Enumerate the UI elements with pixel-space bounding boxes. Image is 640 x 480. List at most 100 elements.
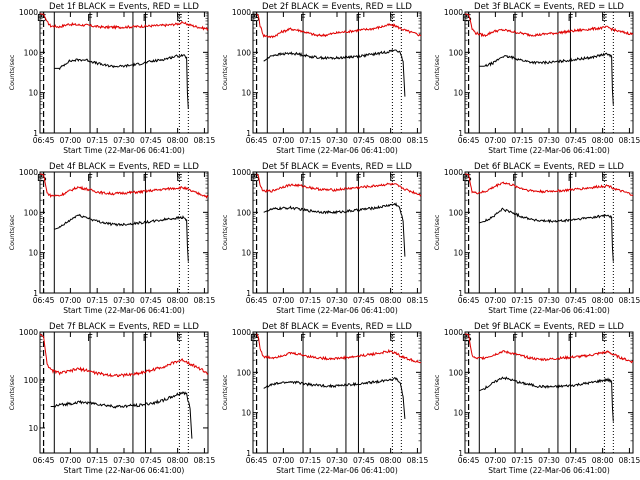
panel-2: Det 2f BLACK = Events, RED = LLD 1 10 100 10…: [221, 2, 428, 155]
chart-title: Det 6f BLACK = Events, RED = LLD: [474, 162, 624, 172]
x-axis-label: Start Time (22-Mar-06 06:41:00): [276, 306, 398, 315]
panel-4: Det 4f BLACK = Events, RED = LLD 1 10 100 10…: [8, 162, 215, 315]
x-tick-label: 07:00: [60, 136, 82, 145]
marker-label: S: [40, 13, 46, 24]
marker-label: E: [176, 333, 182, 344]
x-tick-label: 07:00: [485, 136, 507, 145]
x-tick-label: 07:00: [60, 456, 82, 465]
marker-label: E: [37, 173, 43, 184]
y-tick-label: 1: [33, 129, 38, 138]
x-tick-label: 07:00: [273, 456, 295, 465]
marker-label: F: [512, 173, 518, 184]
marker-label: E: [389, 13, 395, 24]
y-tick-label: 10: [241, 409, 251, 418]
y-tick-label: 1000: [444, 168, 463, 177]
marker-label: E: [601, 333, 607, 344]
x-tick-label: 07:15: [299, 456, 321, 465]
events-rate-line: [263, 377, 406, 419]
y-tick-label: 1000: [19, 168, 38, 177]
chart-title: Det 5f BLACK = Events, RED = LLD: [262, 162, 412, 172]
marker-label: E: [389, 173, 395, 184]
marker-label: F: [512, 333, 518, 344]
y-tick-label: 100: [449, 208, 464, 217]
y-axis-label: Counts/sec: [8, 374, 16, 410]
y-tick-label: 10: [28, 89, 38, 98]
y-tick-label: 1: [458, 129, 463, 138]
lld-rate-line: [256, 13, 422, 39]
x-tick-label: 07:15: [511, 296, 533, 305]
marker-label: E: [601, 173, 607, 184]
x-tick-label: 07:45: [565, 456, 587, 465]
x-tick-label: 07:00: [273, 136, 295, 145]
chart-title: Det 7f BLACK = Events, RED = LLD: [49, 322, 199, 332]
marker-label: F: [300, 333, 306, 344]
lld-rate-line: [464, 333, 634, 364]
plot-frame: [464, 331, 634, 454]
x-tick-label: 08:15: [194, 456, 216, 465]
marker-label: S: [253, 173, 259, 184]
panel-7: Det 7f BLACK = Events, RED = LLD 10 100 100…: [8, 322, 215, 475]
x-tick-label: 08:15: [407, 136, 429, 145]
lld-rate-line: [464, 173, 634, 196]
x-tick-label: 07:45: [140, 456, 162, 465]
marker-label: F: [568, 173, 574, 184]
marker-label: F: [512, 13, 518, 24]
x-tick-label: 08:00: [592, 456, 614, 465]
events-rate-line: [479, 376, 614, 422]
x-tick-label: 07:45: [140, 296, 162, 305]
marker-label: S: [253, 333, 259, 344]
x-tick-label: 07:45: [353, 296, 375, 305]
x-tick-label: 06:45: [246, 296, 268, 305]
y-tick-label: 1000: [19, 8, 38, 17]
chart-title: Det 4f BLACK = Events, RED = LLD: [49, 162, 199, 172]
y-tick-label: 1000: [19, 328, 38, 337]
x-tick-label: 07:00: [273, 296, 295, 305]
lld-rate-line: [39, 173, 209, 199]
x-tick-label: 07:00: [485, 456, 507, 465]
marker-label: S: [465, 173, 471, 184]
panel-3: Det 3f BLACK = Events, RED = LLD 1 10 100 10…: [433, 2, 640, 155]
panel-8: Det 8f BLACK = Events, RED = LLD 1 10 100 10…: [221, 322, 428, 475]
y-tick-label: 1: [458, 289, 463, 298]
x-tick-label: 07:00: [60, 296, 82, 305]
marker-label: E: [37, 13, 43, 24]
x-tick-label: 07:30: [113, 456, 135, 465]
x-tick-label: 07:30: [538, 136, 560, 145]
y-tick-label: 10: [241, 249, 251, 258]
lld-rate-line: [256, 333, 422, 364]
x-tick-label: 06:45: [33, 136, 55, 145]
x-axis-label: Start Time (22-Mar-06 06:41:00): [276, 146, 398, 155]
marker-label: F: [143, 13, 149, 24]
y-tick-label: 1: [246, 129, 251, 138]
x-tick-label: 07:15: [86, 456, 108, 465]
x-tick-label: 08:00: [380, 456, 402, 465]
x-tick-label: 07:45: [140, 136, 162, 145]
marker-label: S: [465, 13, 471, 24]
y-tick-label: 100: [237, 208, 252, 217]
marker-label: F: [300, 13, 306, 24]
marker-label: F: [143, 173, 149, 184]
lld-rate-line: [39, 333, 209, 378]
x-tick-label: 07:30: [538, 296, 560, 305]
y-tick-label: 100: [237, 48, 252, 57]
chart-title: Det 1f BLACK = Events, RED = LLD: [49, 2, 199, 12]
marker-label: F: [87, 13, 93, 24]
plot-frame: [464, 171, 634, 294]
x-tick-label: 06:45: [458, 136, 480, 145]
x-tick-label: 07:15: [86, 296, 108, 305]
x-axis-label: Start Time (22-Mar-06 06:41:00): [488, 146, 610, 155]
marker-label: F: [143, 333, 149, 344]
x-tick-label: 07:30: [113, 296, 135, 305]
x-tick-label: 08:00: [592, 296, 614, 305]
x-tick-label: 08:15: [194, 136, 216, 145]
marker-label: F: [87, 333, 93, 344]
y-axis-label: Counts/sec: [8, 214, 16, 250]
x-tick-label: 08:15: [407, 296, 429, 305]
y-axis-label: Counts/sec: [221, 374, 229, 410]
y-tick-label: 100: [449, 368, 464, 377]
plot-frame: [39, 11, 209, 134]
events-rate-line: [54, 213, 189, 262]
events-rate-line: [50, 391, 193, 439]
marker-label: F: [568, 333, 574, 344]
y-tick-label: 10: [453, 409, 463, 418]
